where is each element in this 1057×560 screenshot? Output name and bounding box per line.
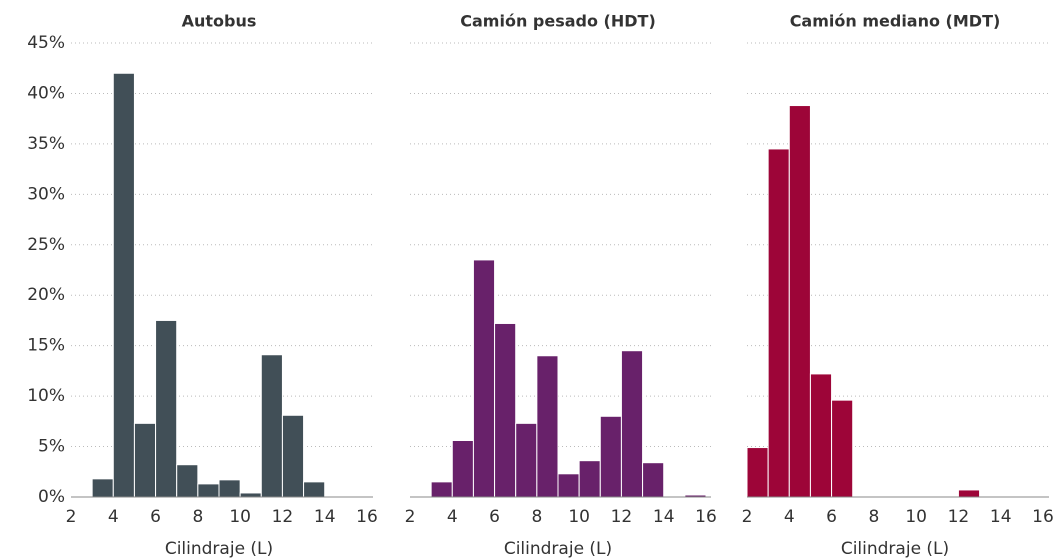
- x-tick-label: 2: [405, 507, 416, 527]
- x-tick-label: 16: [356, 507, 378, 527]
- x-tick-label: 8: [868, 507, 879, 527]
- bar: [831, 399, 854, 498]
- bar: [515, 422, 538, 498]
- x-tick-label: 10: [568, 507, 590, 527]
- x-tick-label: 14: [314, 507, 336, 527]
- panel-title: Camión pesado (HDT): [460, 12, 656, 31]
- x-tick-label: 16: [695, 507, 717, 527]
- bar: [620, 350, 644, 498]
- bar: [788, 105, 811, 498]
- y-tick-label: 45%: [27, 33, 65, 53]
- x-tick-label: 8: [531, 507, 542, 527]
- x-tick-label: 2: [742, 507, 753, 527]
- bar: [91, 478, 114, 498]
- x-tick-label: 6: [489, 507, 500, 527]
- x-tick-label: 14: [990, 507, 1012, 527]
- x-tick-label: 2: [66, 507, 77, 527]
- bar: [809, 373, 833, 498]
- y-tick-label: 5%: [38, 437, 65, 457]
- x-tick-label: 6: [150, 507, 161, 527]
- bar: [557, 473, 580, 498]
- y-tick-label: 30%: [27, 184, 65, 204]
- bar: [599, 415, 622, 498]
- y-tick-label: 0%: [38, 487, 65, 507]
- bar: [472, 259, 496, 498]
- bar: [176, 464, 199, 498]
- bar: [155, 319, 178, 498]
- bar: [642, 462, 665, 498]
- x-tick-label: 4: [447, 507, 458, 527]
- x-tick-label: 4: [784, 507, 795, 527]
- bar: [281, 414, 305, 498]
- bar: [451, 440, 474, 498]
- y-tick-label: 20%: [27, 285, 65, 305]
- y-tick-label: 35%: [27, 134, 65, 154]
- bar: [578, 460, 601, 498]
- bar: [197, 483, 220, 498]
- bar: [112, 72, 135, 498]
- panel-title: Autobus: [182, 12, 257, 31]
- x-tick-label: 12: [611, 507, 633, 527]
- x-tick-label: 12: [272, 507, 294, 527]
- bar: [218, 479, 241, 498]
- bar: [430, 481, 453, 498]
- x-tick-label: 16: [1032, 507, 1054, 527]
- bar: [536, 355, 559, 498]
- x-axis-label: Cilindraje (L): [504, 539, 612, 559]
- bar: [260, 354, 283, 498]
- panel-title: Camión mediano (MDT): [790, 12, 1001, 31]
- bar: [767, 148, 790, 498]
- x-tick-label: 10: [905, 507, 927, 527]
- x-axis-label: Cilindraje (L): [841, 539, 949, 559]
- x-tick-label: 4: [108, 507, 119, 527]
- bar: [746, 447, 769, 498]
- y-tick-label: 40%: [27, 83, 65, 103]
- x-tick-label: 12: [948, 507, 970, 527]
- y-tick-label: 25%: [27, 235, 65, 255]
- bar: [957, 489, 981, 498]
- bar: [239, 492, 262, 498]
- y-tick-label: 10%: [27, 386, 65, 406]
- x-tick-label: 10: [229, 507, 251, 527]
- bar: [133, 422, 157, 498]
- x-tick-label: 6: [826, 507, 837, 527]
- bar: [303, 481, 326, 498]
- bar: [494, 322, 517, 498]
- x-tick-label: 8: [192, 507, 203, 527]
- x-axis-label: Cilindraje (L): [165, 539, 273, 559]
- y-tick-label: 15%: [27, 336, 65, 356]
- x-tick-label: 14: [653, 507, 675, 527]
